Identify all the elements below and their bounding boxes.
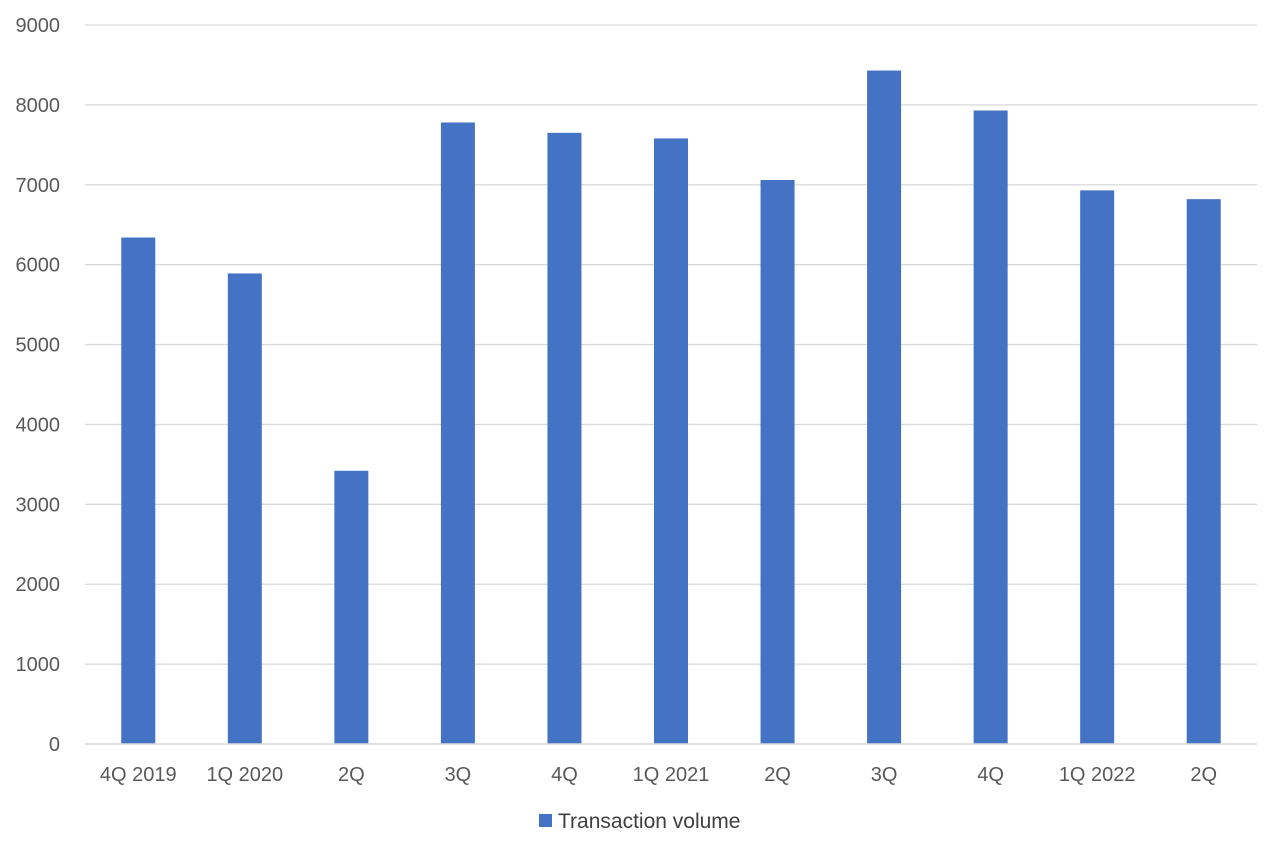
x-tick-label: 4Q xyxy=(551,764,578,786)
x-tick-label: 1Q 2022 xyxy=(1059,764,1136,786)
x-tick-label: 2Q xyxy=(1190,764,1217,786)
y-tick-label: 0 xyxy=(49,734,60,756)
y-tick-label: 8000 xyxy=(16,95,61,117)
x-tick-label: 2Q xyxy=(764,764,791,786)
legend-label: Transaction volume xyxy=(558,810,740,833)
y-tick-label: 1000 xyxy=(16,654,61,676)
bar xyxy=(227,273,262,744)
x-tick-label: 2Q xyxy=(338,764,365,786)
legend: Transaction volume xyxy=(539,810,740,833)
bar xyxy=(654,138,688,745)
bar xyxy=(547,132,582,745)
x-tick-label: 1Q 2020 xyxy=(206,764,283,786)
bar xyxy=(334,470,369,744)
y-tick-label: 9000 xyxy=(16,15,61,37)
y-tick-label: 7000 xyxy=(16,175,61,197)
x-tick-label: 4Q 2019 xyxy=(100,764,177,786)
x-tick-label: 3Q xyxy=(871,764,898,786)
legend-swatch xyxy=(539,814,552,827)
bar xyxy=(1186,199,1221,744)
bar xyxy=(121,237,156,744)
bar xyxy=(440,122,475,744)
bar xyxy=(867,70,902,744)
y-tick-label: 5000 xyxy=(16,335,61,357)
y-tick-label: 3000 xyxy=(16,494,61,516)
bars xyxy=(121,70,1221,745)
x-tick-label: 1Q 2021 xyxy=(633,764,710,786)
y-axis-ticks: 0 1000 2000 3000 4000 5000 6000 7000 8000 9000 xyxy=(16,15,61,756)
bar xyxy=(973,110,1008,745)
bar xyxy=(1080,190,1115,744)
x-axis-ticks: 4Q 2019 1Q 2020 2Q 3Q 4Q 1Q 2021 2Q 3Q 4Q 1Q 2022… xyxy=(100,764,1217,786)
x-tick-label: 4Q xyxy=(977,764,1004,786)
y-tick-label: 2000 xyxy=(16,574,61,596)
x-tick-label: 3Q xyxy=(445,764,472,786)
y-tick-label: 4000 xyxy=(16,414,61,436)
bar xyxy=(760,179,795,745)
y-tick-label: 6000 xyxy=(16,255,61,277)
